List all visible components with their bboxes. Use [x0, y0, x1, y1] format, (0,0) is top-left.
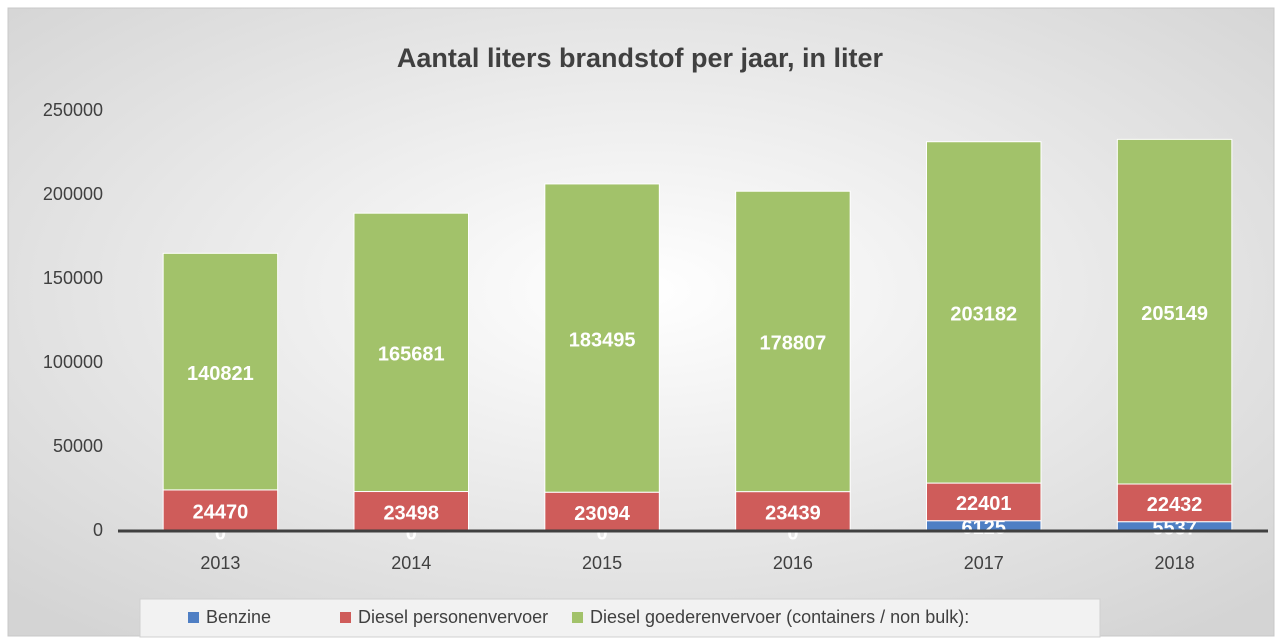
- bar-segment: [926, 141, 1042, 484]
- y-tick-label: 200000: [43, 184, 103, 204]
- legend-swatch: [188, 612, 199, 623]
- bar-segment: [1116, 138, 1233, 485]
- x-tick-label: 2016: [773, 553, 813, 573]
- data-label: 6125: [962, 517, 1007, 539]
- bar-segment: [926, 482, 1042, 522]
- data-label: 0: [215, 522, 226, 544]
- y-tick-label: 50000: [53, 436, 103, 456]
- data-label: 140821: [187, 363, 254, 385]
- x-tick-label: 2015: [582, 553, 622, 573]
- bar-segment: [544, 491, 660, 532]
- data-label: 183495: [569, 329, 636, 351]
- bar-segment: [735, 491, 851, 532]
- bar-segment: [1116, 483, 1233, 523]
- legend-label: Diesel goederenvervoer (containers / non…: [590, 607, 969, 627]
- x-tick-label: 2013: [200, 553, 240, 573]
- chart-title: Aantal liters brandstof per jaar, in lit…: [397, 43, 884, 73]
- legend-label: Benzine: [206, 607, 271, 627]
- legend-swatch: [340, 612, 351, 623]
- data-label: 22432: [1147, 494, 1203, 516]
- data-label: 0: [787, 522, 798, 544]
- data-label: 0: [406, 522, 417, 544]
- data-label: 205149: [1141, 303, 1208, 325]
- x-tick-label: 2018: [1155, 553, 1195, 573]
- bar-segment: [353, 212, 469, 493]
- bar-segment: [544, 183, 660, 493]
- y-tick-label: 0: [93, 520, 103, 540]
- bar-segment: [162, 252, 279, 491]
- legend-box: [139, 598, 1101, 638]
- legend-swatch: [572, 612, 583, 623]
- x-tick-label: 2017: [964, 553, 1004, 573]
- bar-segment: [735, 190, 851, 493]
- data-label: 22401: [956, 493, 1012, 515]
- data-label: 203182: [950, 304, 1017, 326]
- data-label: 24470: [193, 502, 249, 524]
- data-label: 23094: [574, 503, 630, 525]
- data-label: 5537: [1152, 518, 1197, 540]
- y-tick-label: 150000: [43, 268, 103, 288]
- y-tick-label: 100000: [43, 352, 103, 372]
- data-label: 165681: [378, 344, 445, 366]
- data-label: 0: [597, 522, 608, 544]
- y-tick-label: 250000: [43, 100, 103, 120]
- x-tick-label: 2014: [391, 553, 431, 573]
- data-label: 23439: [765, 503, 821, 525]
- legend-label: Diesel personenvervoer: [358, 607, 548, 627]
- data-label: 23498: [383, 503, 439, 525]
- bar-segment: [162, 489, 279, 532]
- data-label: 178807: [760, 333, 827, 355]
